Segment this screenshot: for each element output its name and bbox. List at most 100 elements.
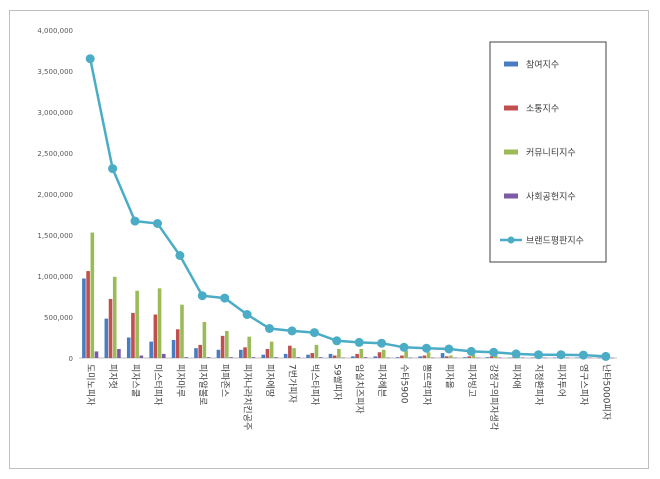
bar [508, 357, 512, 359]
bar [202, 321, 207, 358]
line-point [399, 342, 409, 352]
bar [239, 349, 243, 358]
bar [400, 355, 404, 358]
bar [418, 356, 422, 358]
bar [440, 353, 445, 358]
bar [283, 353, 288, 358]
bar [198, 344, 202, 358]
bar [274, 357, 278, 358]
x-tick-label: 수타5900 [399, 364, 410, 404]
bar [575, 357, 579, 359]
bar [292, 348, 296, 358]
legend-swatch [504, 61, 518, 67]
line-point [287, 326, 297, 336]
line-point [377, 338, 387, 348]
axes: 0 500,000 1,000,000 1,500,000 2,000,000 2,500… [37, 27, 617, 430]
legend-label: 소통지수 [526, 104, 559, 115]
bar [117, 348, 121, 358]
line-point [578, 350, 588, 360]
bar [318, 357, 323, 358]
bar [351, 356, 355, 358]
bar [359, 348, 364, 358]
bar [610, 357, 614, 359]
bar [453, 357, 457, 359]
bar [373, 356, 378, 358]
line-point [444, 344, 454, 354]
line-point [175, 251, 185, 260]
bar [216, 349, 221, 358]
y-tick-label: 4,000,000 [37, 27, 73, 35]
bar [194, 348, 198, 358]
bar [449, 355, 453, 358]
x-tick-label: 피자스쿨 [130, 364, 141, 397]
x-tick-label: 파파존스 [219, 364, 230, 397]
x-tick-label: 강정구의피자생각 [488, 364, 500, 430]
bar [543, 357, 547, 359]
x-tick-label: 뽕뜨락피자 [421, 364, 433, 406]
x-tick-label: 7번가피자 [287, 364, 298, 404]
bar [485, 357, 490, 358]
bar [328, 353, 333, 358]
legend-swatch [504, 105, 518, 111]
line-point [601, 351, 611, 361]
line-point [511, 349, 521, 359]
y-tick-label: 1,500,000 [37, 232, 73, 240]
x-tick-label: 피자투어 [556, 364, 567, 397]
bar [475, 357, 480, 359]
x-tick-label: 피자헤븐 [376, 364, 388, 397]
bar [430, 357, 435, 359]
legend-label: 커뮤니티지수 [526, 148, 576, 159]
bar [314, 344, 319, 358]
legend-label: 참여지수 [526, 59, 559, 71]
x-tick-label: 미스터피자 [152, 364, 163, 406]
line-series [85, 54, 611, 361]
line-point [242, 310, 252, 319]
bar [86, 271, 90, 358]
bar [108, 298, 113, 358]
bar [332, 355, 337, 358]
bar [206, 357, 211, 358]
x-tick-label: 피자올 [443, 364, 454, 389]
bar [180, 304, 184, 358]
bar [296, 357, 301, 358]
bar [265, 348, 270, 358]
bar [126, 337, 131, 358]
line-point [422, 343, 431, 353]
bar [530, 357, 535, 359]
bar [157, 288, 162, 358]
bar [422, 355, 427, 358]
line-point [130, 216, 140, 226]
legend-label: 브랜드평판지수 [526, 236, 584, 247]
line-point [466, 346, 476, 356]
bar [587, 357, 592, 359]
bar [149, 341, 153, 358]
line-point [220, 293, 230, 303]
bar [381, 349, 386, 358]
line-point [108, 164, 118, 174]
y-tick-label: 2,500,000 [37, 150, 73, 158]
legend-swatch [504, 149, 518, 155]
x-tick-label: 피자마루 [174, 364, 185, 397]
bar [306, 354, 310, 358]
bar [261, 354, 266, 358]
bar [408, 357, 413, 359]
bar [498, 357, 502, 359]
bar [139, 355, 144, 358]
x-tick-label: 피자알볼로 [197, 364, 208, 405]
bar [171, 339, 176, 358]
line-point [489, 347, 499, 357]
bar [229, 357, 233, 358]
x-tick-label: 피자애 [511, 364, 522, 389]
bar [310, 353, 315, 358]
bar [467, 356, 471, 358]
bars [82, 232, 614, 359]
bar [153, 314, 158, 358]
line-point [85, 54, 95, 64]
line-point [265, 324, 274, 333]
bar [552, 357, 557, 359]
line-point [332, 336, 342, 346]
bar [175, 329, 180, 358]
x-tick-label: 피자나라치킨공주 [242, 364, 254, 430]
bar [112, 276, 117, 358]
